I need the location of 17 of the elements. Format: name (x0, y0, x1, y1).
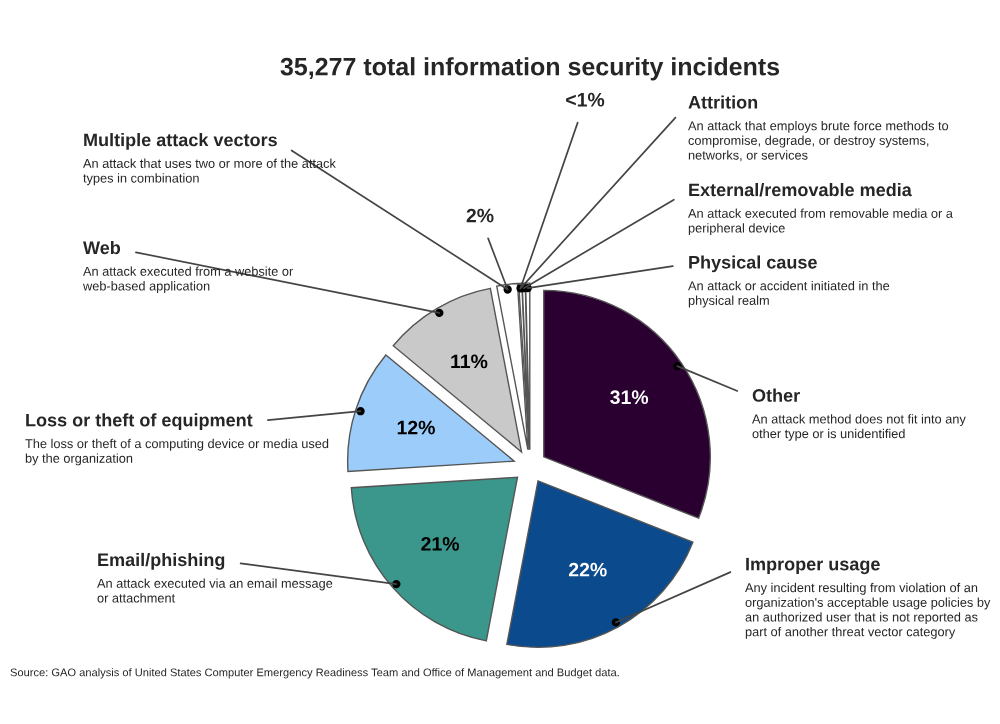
data-label: 31% (610, 390, 649, 405)
slice-label: Physical cause (689, 255, 817, 273)
slice-label: Multiple attack vectors (84, 133, 277, 150)
slice-label: Email/phishing (98, 552, 225, 570)
chart-title: 35,277 total information security incidents (280, 57, 780, 81)
data-label: 11% (451, 354, 488, 369)
slice-label: Web (83, 240, 121, 255)
data-label: <1% (566, 92, 605, 107)
slice-label: Loss or theft of equipment (26, 413, 253, 431)
data-label: 21% (421, 536, 460, 551)
data-label: 22% (568, 562, 607, 577)
data-label: 12% (397, 420, 435, 435)
slice-label: Other (752, 388, 800, 402)
data-label: 2% (466, 208, 494, 223)
slice-label: Improper usage (746, 557, 880, 575)
slice-label: Attrition (688, 95, 758, 109)
slice-label: External/removable media (689, 182, 912, 197)
